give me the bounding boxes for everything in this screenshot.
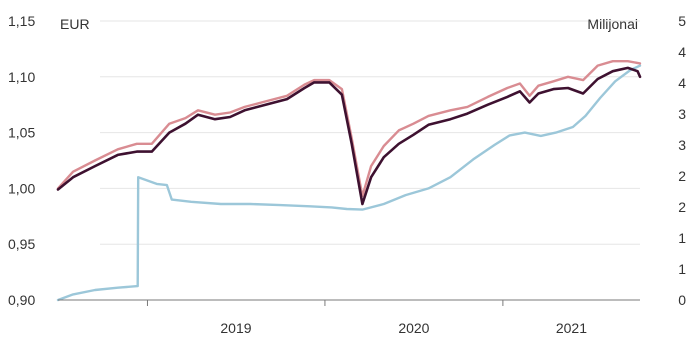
- x-tick-label: 2019: [220, 320, 251, 336]
- left-axis-ticks: 0,90 0,95 1,00 1,05 1,10 1,15: [8, 13, 35, 308]
- left-tick-label: 0,90: [8, 292, 35, 308]
- right-tick-label: 1: [678, 261, 686, 277]
- right-tick-label: 4: [678, 44, 686, 60]
- right-axis-ticks: 0 1 1 2 2 3 3 4 4 5: [678, 13, 686, 308]
- series-line: [56, 64, 642, 302]
- left-tick-label: 0,95: [8, 236, 35, 252]
- right-tick-label: 4: [678, 75, 686, 91]
- left-tick-label: 1,00: [8, 180, 35, 196]
- left-tick-label: 1,05: [8, 125, 35, 141]
- series-lines: [56, 60, 642, 302]
- right-tick-label: 5: [678, 13, 686, 29]
- series-line: [56, 66, 642, 206]
- right-tick-label: 3: [678, 137, 686, 153]
- right-tick-label: 0: [678, 292, 686, 308]
- left-tick-label: 1,10: [8, 69, 35, 85]
- right-tick-label: 2: [678, 199, 686, 215]
- x-axis-ticks: 2019 2020 2021: [146, 300, 587, 336]
- right-tick-label: 1: [678, 230, 686, 246]
- right-tick-label: 3: [678, 106, 686, 122]
- right-tick-label: 2: [678, 168, 686, 184]
- x-tick-label: 2020: [398, 320, 429, 336]
- right-unit-label: Milijonai: [587, 16, 638, 32]
- left-unit-label: EUR: [60, 16, 90, 32]
- left-tick-label: 1,15: [8, 13, 35, 29]
- x-tick-label: 2021: [556, 320, 587, 336]
- series-line: [56, 60, 642, 198]
- grid-lines: [100, 20, 640, 245]
